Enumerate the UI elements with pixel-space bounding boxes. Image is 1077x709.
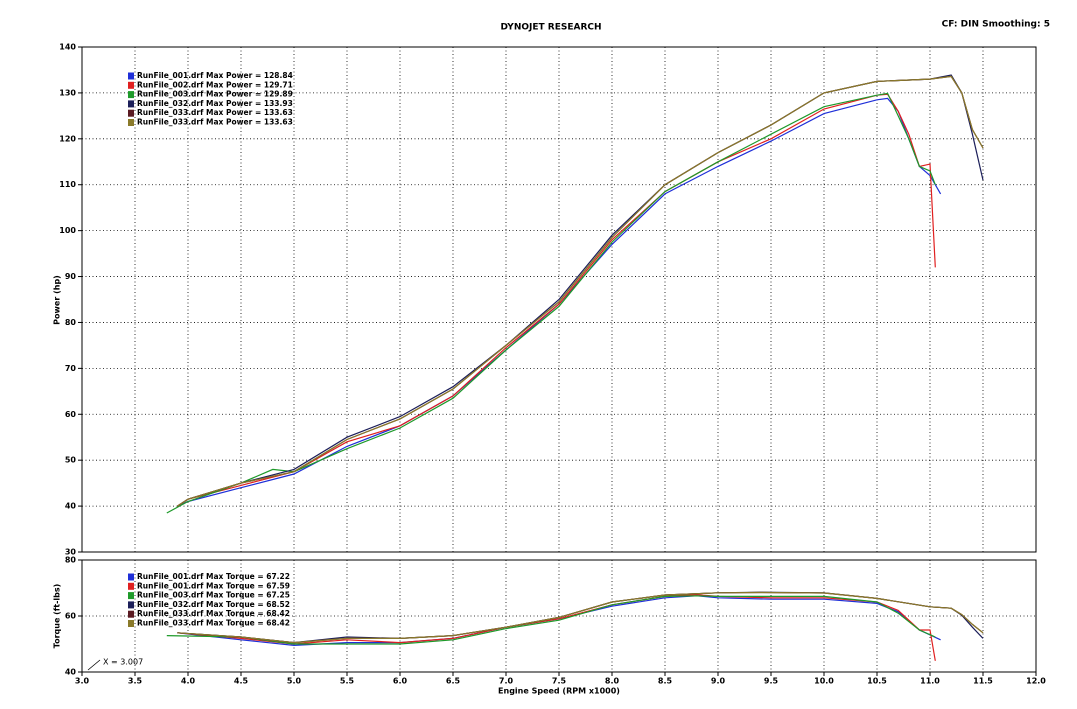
series-line	[177, 595, 941, 647]
y-tick-label: 80	[65, 556, 77, 565]
series-line	[166, 595, 936, 645]
series-line	[177, 75, 984, 507]
x-tick-label: 4.5	[234, 677, 249, 686]
cursor-mark	[87, 659, 101, 671]
legend-swatch	[128, 582, 134, 590]
y-axis-label: Power (hp)	[53, 275, 62, 325]
legend-label: RunFile_033.drf Max Torque = 68.42	[137, 619, 290, 628]
legend-label: RunFile_001.drf Max Torque = 67.59	[137, 581, 290, 590]
x-tick-label: 12.0	[1026, 677, 1046, 686]
y-tick-label: 90	[65, 272, 77, 281]
y-tick-label: 60	[65, 410, 77, 419]
x-tick-label: 8.0	[605, 677, 620, 686]
y-axis-label: Torque (ft-lbs)	[53, 584, 62, 649]
x-axis-label: Engine Speed (RPM x1000)	[498, 687, 620, 696]
legend-label: RunFile_001.drf Max Power = 128.84	[137, 71, 293, 80]
series-line	[177, 97, 942, 507]
legend-swatch	[128, 109, 134, 117]
y-tick-label: 40	[65, 668, 77, 677]
legend-label: RunFile_033.drf Max Torque = 68.42	[137, 609, 290, 618]
y-tick-label: 30	[65, 548, 77, 557]
legend-swatch	[128, 81, 134, 89]
y-tick-label: 120	[59, 134, 76, 143]
legend-swatch	[128, 573, 134, 581]
x-tick-label: 7.5	[552, 677, 567, 686]
legend-swatch	[128, 592, 134, 600]
legend-swatch	[128, 601, 134, 609]
legend-swatch	[128, 91, 134, 99]
x-tick-label: 5.0	[287, 677, 302, 686]
legend-label: RunFile_033.drf Max Power = 133.63	[137, 108, 293, 117]
legend-swatch	[128, 610, 134, 618]
x-tick-label: 4.0	[181, 677, 196, 686]
x-tick-label: 11.5	[973, 677, 993, 686]
legend-label: RunFile_032.drf Max Torque = 68.52	[137, 600, 290, 609]
x-tick-label: 3.5	[128, 677, 143, 686]
y-tick-label: 80	[65, 318, 77, 327]
y-tick-label: 60	[65, 612, 77, 621]
x-tick-label: 8.5	[658, 677, 673, 686]
x-tick-label: 10.5	[867, 677, 887, 686]
x-tick-label: 9.5	[764, 677, 779, 686]
legend-swatch	[128, 72, 134, 80]
legend-label: RunFile_002.drf Max Power = 129.71	[137, 80, 293, 89]
x-tick-label: 11.0	[920, 677, 940, 686]
x-tick-label: 6.5	[446, 677, 461, 686]
x-tick-label: 7.0	[499, 677, 514, 686]
y-tick-label: 100	[59, 226, 76, 235]
y-tick-label: 70	[65, 364, 77, 373]
legend-label: RunFile_003.drf Max Power = 129.89	[137, 90, 293, 99]
x-tick-label: 10.0	[814, 677, 834, 686]
plot-frame	[81, 46, 1037, 553]
y-tick-label: 140	[59, 43, 76, 52]
legend-swatch	[128, 100, 134, 108]
y-tick-label: 40	[65, 502, 77, 511]
legend-label: RunFile_001.drf Max Torque = 67.22	[137, 572, 290, 581]
legend-label: RunFile_003.drf Max Torque = 67.25	[137, 591, 290, 600]
legend-label: RunFile_032.drf Max Power = 133.93	[137, 99, 293, 108]
chart-title: DYNOJET RESEARCH	[500, 23, 601, 33]
legend-swatch	[128, 620, 134, 627]
x-tick-label: 5.5	[340, 677, 355, 686]
legend-label: RunFile_033.drf Max Power = 133.63	[137, 118, 293, 127]
annotation: X = 3.007	[103, 658, 143, 667]
legend-swatch	[128, 119, 134, 126]
y-tick-label: 110	[59, 180, 76, 189]
series-line	[166, 92, 936, 514]
y-tick-label: 50	[65, 456, 77, 465]
series-line	[177, 591, 984, 644]
x-tick-label: 3.0	[75, 677, 90, 686]
series-line	[177, 74, 984, 507]
x-tick-label: 6.0	[393, 677, 408, 686]
settings-label: CF: DIN Smoothing: 5	[942, 20, 1050, 30]
y-tick-label: 130	[59, 88, 76, 97]
x-tick-label: 9.0	[711, 677, 726, 686]
